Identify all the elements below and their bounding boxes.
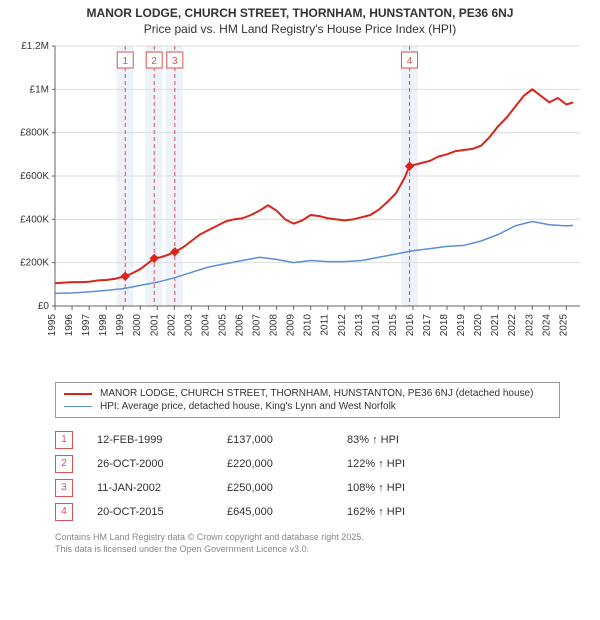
footer-attribution: Contains HM Land Registry data © Crown c… [55,532,560,555]
chart-container: MANOR LODGE, CHURCH STREET, THORNHAM, HU… [0,0,600,555]
title-address: MANOR LODGE, CHURCH STREET, THORNHAM, HU… [0,6,600,20]
y-tick-label: £600K [20,171,49,182]
sales-table: 1 12-FEB-1999£137,00083% ↑ HPI 2 26-OCT-200… [55,428,560,524]
y-tick-label: £200K [20,258,49,269]
chart-svg: £0 £200K £400K £600K £800K £1M £1.2M 1 2 3 4 1995 19… [0,36,600,376]
y-tick-label: £1.2M [21,41,49,52]
x-tick-label: 2009 [286,314,297,337]
sale-row: 3 11-JAN-2002£250,000108% ↑ HPI [55,476,560,500]
sale-price: £220,000 [227,458,347,470]
sale-hpi: 83% ↑ HPI [347,434,467,446]
x-tick-label: 2020 [473,314,484,337]
x-tick-label: 2022 [507,314,518,337]
x-tick-label: 1997 [81,314,92,337]
x-tick-label: 2001 [149,314,160,337]
title-subtitle: Price paid vs. HM Land Registry's House … [0,22,600,36]
x-tick-label: 1995 [47,314,58,337]
x-tick-label: 2023 [524,314,535,337]
event-label-num: 4 [407,56,413,67]
footer-line1: Contains HM Land Registry data © Crown c… [55,532,560,544]
x-tick-label: 2010 [303,314,314,337]
x-tick-label: 2018 [439,314,450,337]
title-block: MANOR LODGE, CHURCH STREET, THORNHAM, HU… [0,0,600,36]
chart-area: £0 £200K £400K £600K £800K £1M £1.2M 1 2 3 4 1995 19… [0,36,600,376]
sale-hpi: 122% ↑ HPI [347,458,467,470]
sale-price: £645,000 [227,506,347,518]
x-tick-label: 2013 [354,314,365,337]
x-tick-label: 2008 [269,314,280,337]
x-tick-label: 1999 [115,314,126,337]
x-tick-label: 2002 [166,314,177,337]
x-tick-label: 2019 [456,314,467,337]
y-tick-label: £0 [38,301,50,312]
x-tick-label: 2017 [422,314,433,337]
x-tick-label: 2012 [337,314,348,337]
sale-number-box: 4 [55,503,73,521]
sale-number-box: 3 [55,479,73,497]
sale-price: £250,000 [227,482,347,494]
legend-box: MANOR LODGE, CHURCH STREET, THORNHAM, HU… [55,382,560,418]
x-tick-label: 2005 [217,314,228,337]
sale-number-box: 2 [55,455,73,473]
x-tick-label: 2024 [541,314,552,337]
footer-line2: This data is licensed under the Open Gov… [55,544,560,556]
x-tick-label: 2014 [371,314,382,337]
y-tick-label: £800K [20,128,49,139]
event-label-num: 2 [151,56,157,67]
x-tick-label: 2004 [200,314,211,337]
x-tick-label: 1996 [64,314,75,337]
legend-swatch [64,406,92,407]
sale-date: 20-OCT-2015 [97,506,227,518]
sale-hpi: 162% ↑ HPI [347,506,467,518]
y-tick-label: £1M [30,84,49,95]
sale-row: 2 26-OCT-2000£220,000122% ↑ HPI [55,452,560,476]
event-label-num: 1 [122,56,128,67]
sale-hpi: 108% ↑ HPI [347,482,467,494]
x-tick-label: 2016 [405,314,416,337]
sale-row: 4 20-OCT-2015£645,000162% ↑ HPI [55,500,560,524]
x-tick-label: 2003 [183,314,194,337]
sale-row: 1 12-FEB-1999£137,00083% ↑ HPI [55,428,560,452]
sale-date: 26-OCT-2000 [97,458,227,470]
legend-row: MANOR LODGE, CHURCH STREET, THORNHAM, HU… [64,387,551,400]
x-tick-label: 2015 [388,314,399,337]
event-label-num: 3 [172,56,178,67]
x-tick-label: 2021 [490,314,501,337]
legend-row: HPI: Average price, detached house, King… [64,400,551,413]
x-tick-label: 2011 [320,314,331,336]
sale-date: 11-JAN-2002 [97,482,227,494]
x-tick-label: 2000 [132,314,143,337]
x-tick-label: 2007 [252,314,263,337]
sale-number-box: 1 [55,431,73,449]
legend-label: MANOR LODGE, CHURCH STREET, THORNHAM, HU… [100,388,533,399]
x-tick-label: 2025 [558,314,569,337]
sale-date: 12-FEB-1999 [97,434,227,446]
x-tick-label: 1998 [98,314,109,337]
legend-label: HPI: Average price, detached house, King… [100,401,396,412]
y-tick-label: £400K [20,214,49,225]
x-tick-label: 2006 [235,314,246,337]
legend-swatch [64,393,92,395]
sale-price: £137,000 [227,434,347,446]
